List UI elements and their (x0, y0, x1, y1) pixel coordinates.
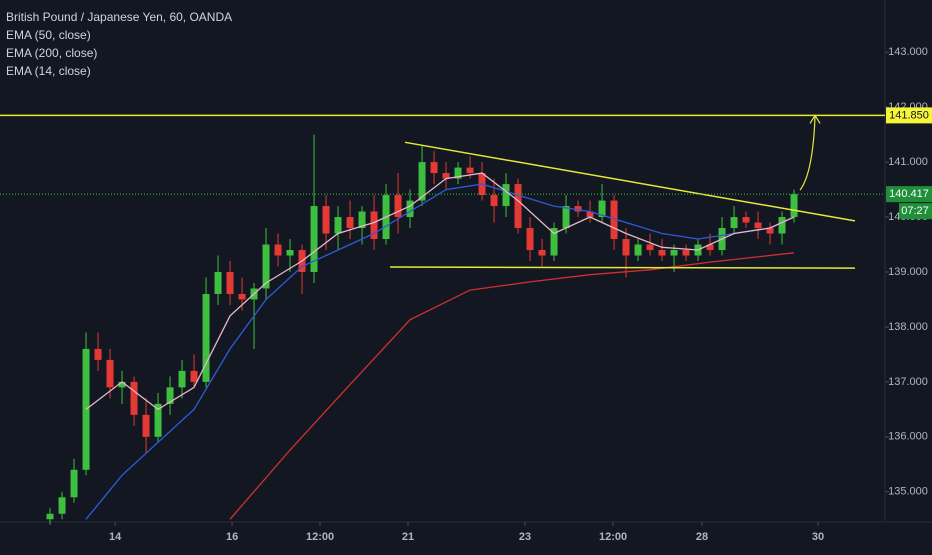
candle-body (142, 414, 150, 437)
candle-body (274, 244, 282, 256)
candle-body (70, 469, 78, 498)
x-tick-label: 12:00 (306, 531, 334, 543)
candle-body (226, 271, 234, 294)
candle-body (526, 228, 534, 251)
candle-body (166, 387, 174, 404)
x-tick-label: 21 (402, 531, 414, 543)
y-tick-label: 136.000 (888, 431, 928, 443)
candle-body (598, 200, 606, 218)
ema-line (229, 252, 795, 520)
candle-body (370, 211, 378, 240)
candle-body (562, 206, 570, 229)
y-tick-label: 135.000 (888, 486, 928, 498)
candle-body (574, 206, 582, 212)
candle-body (622, 239, 630, 256)
candle-body (442, 173, 450, 179)
candle-body (550, 228, 558, 256)
candle-body (334, 217, 342, 234)
legend-entry: EMA (14, close) (6, 64, 91, 78)
legend-entry: EMA (50, close) (6, 28, 91, 42)
candle-body (502, 184, 510, 207)
candle-body (346, 217, 354, 229)
x-tick-label: 28 (696, 531, 708, 543)
candle-body (202, 293, 210, 382)
candle-body (46, 513, 54, 520)
candle-body (646, 244, 654, 251)
candle-body (214, 271, 222, 294)
candle-body (670, 250, 678, 256)
candle-body (658, 250, 666, 256)
candle-body (178, 370, 186, 388)
candle-body (190, 370, 198, 382)
last-price-box (886, 186, 932, 203)
candle-body (118, 381, 126, 388)
last-price-label: 140.417 (889, 188, 929, 200)
candle-body (238, 293, 246, 300)
candle-body (790, 194, 798, 218)
candle-body (538, 250, 546, 256)
candle-body (610, 200, 618, 240)
chart-title: British Pound / Japanese Yen, 60, OANDA (6, 10, 232, 24)
y-tick-label: 137.000 (888, 376, 928, 388)
candle-body (466, 167, 474, 174)
countdown-box (899, 203, 932, 220)
candle-body (106, 359, 114, 388)
x-tick-label: 14 (109, 531, 122, 543)
x-tick-label: 30 (812, 531, 824, 543)
candle-body (586, 211, 594, 218)
candle-body (154, 403, 162, 437)
legend-entry: EMA (200, close) (6, 46, 97, 60)
candle-body (706, 244, 714, 251)
candle-body (778, 217, 786, 234)
y-tick-label: 138.000 (888, 321, 928, 333)
candle-body (454, 167, 462, 179)
y-tick-label: 143.000 (888, 46, 928, 58)
y-tick-label: 141.000 (888, 156, 928, 168)
candle-body (634, 244, 642, 256)
ema-line (85, 183, 795, 520)
resistance-label: 141.850 (889, 109, 929, 121)
candle-body (310, 206, 318, 272)
candle-body (490, 195, 498, 207)
candle-body (262, 244, 270, 289)
candle-body (766, 228, 774, 234)
candle-body (394, 195, 402, 218)
ema-line (85, 172, 795, 411)
candle-body (286, 250, 294, 256)
arrow (799, 115, 816, 191)
candle-body (406, 200, 414, 218)
x-tick-label: 12:00 (599, 531, 627, 543)
plot-area (0, 114, 885, 525)
candle-body (130, 381, 138, 415)
candle-body (514, 184, 522, 229)
resistance-label-box (886, 107, 932, 124)
candle-body (58, 497, 66, 514)
candle-body (418, 162, 426, 201)
candle-body (742, 217, 750, 223)
countdown-label: 07:27 (901, 205, 929, 217)
candle-body (682, 250, 690, 256)
candle-body (322, 206, 330, 234)
candle-body (730, 217, 738, 229)
x-tick-label: 23 (519, 531, 531, 543)
candle-body (754, 222, 762, 229)
candle-body (94, 348, 102, 360)
candle-body (430, 162, 438, 174)
trendline (404, 141, 856, 222)
y-tick-label: 139.000 (888, 266, 928, 278)
trendline (389, 266, 856, 269)
x-tick-label: 16 (226, 531, 238, 543)
candle-body (358, 211, 366, 229)
